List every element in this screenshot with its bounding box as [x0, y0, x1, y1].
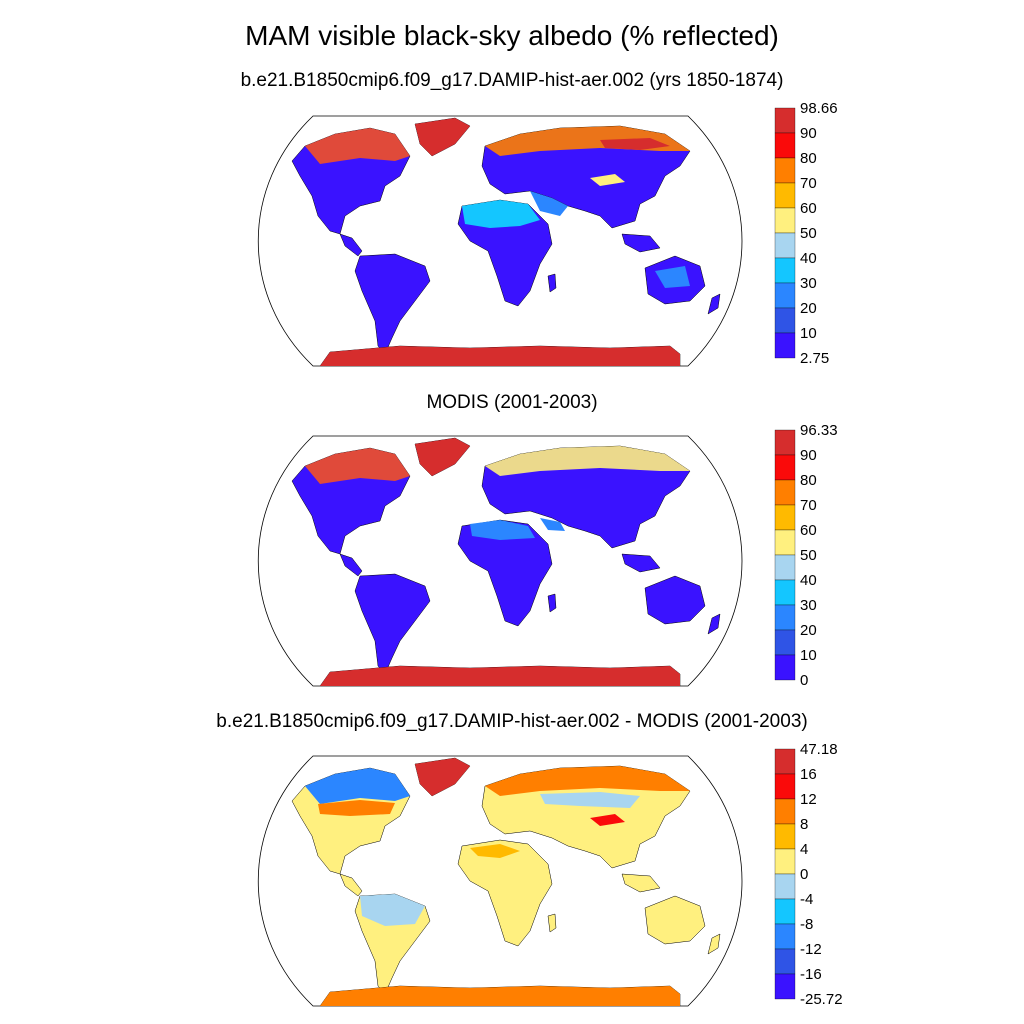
colorbar-tick-label: 30 [800, 275, 817, 292]
colorbar-tick-label: 2.75 [800, 350, 829, 367]
colorbar-segment [774, 579, 796, 606]
colorbar-tick-label: 70 [800, 497, 817, 514]
colorbar-segment [774, 748, 796, 775]
colorbar-tick-label: 10 [800, 325, 817, 342]
colorbar-tick-label: 10 [800, 647, 817, 664]
colorbar-tick-label: 30 [800, 597, 817, 614]
colorbar-tick-label: -25.72 [800, 991, 843, 1008]
panel-3-colorbar: 47.18 16 12 8 4 0 -4 -8 -12 -16 -25.72 [774, 741, 843, 1008]
colorbar-tick-label: 80 [800, 150, 817, 167]
colorbar-segment [774, 654, 796, 681]
colorbar-tick-label: -12 [800, 941, 822, 958]
colorbar-segment [774, 629, 796, 656]
panel-2-map [257, 435, 743, 687]
colorbar-tick-label: 90 [800, 447, 817, 464]
colorbar-segment [774, 182, 796, 209]
colorbar-segment [774, 207, 796, 234]
main-title: MAM visible black-sky albedo (% reflecte… [245, 20, 779, 51]
panel-3-title: b.e21.B1850cmip6.f09_g17.DAMIP-hist-aer.… [216, 711, 808, 732]
colorbar-segment [774, 504, 796, 531]
colorbar-tick-label: 50 [800, 225, 817, 242]
colorbar-tick-label: 90 [800, 125, 817, 142]
colorbar-segment [774, 873, 796, 900]
panel-1-title: b.e21.B1850cmip6.f09_g17.DAMIP-hist-aer.… [240, 70, 784, 91]
colorbar-segment [774, 332, 796, 359]
colorbar-segment [774, 157, 796, 184]
colorbar-tick-label: 40 [800, 572, 817, 589]
colorbar-segment [774, 554, 796, 581]
panel-1-map [257, 115, 743, 367]
colorbar-segment [774, 529, 796, 556]
colorbar-tick-label: 98.66 [800, 100, 838, 117]
colorbar-tick-label: 96.33 [800, 422, 838, 439]
colorbar-tick-label: -4 [800, 891, 813, 908]
panel-1-colorbar: 98.66 90 80 70 60 50 40 30 20 10 2.75 [774, 100, 838, 367]
colorbar-segment [774, 132, 796, 159]
colorbar-tick-label: 47.18 [800, 741, 838, 758]
colorbar-segment [774, 282, 796, 309]
panel-2-title: MODIS (2001-2003) [426, 392, 598, 413]
colorbar-tick-label: 16 [800, 766, 817, 783]
panel-3-map [257, 755, 743, 1007]
colorbar-tick-label: 4 [800, 841, 808, 858]
colorbar-tick-label: -16 [800, 966, 822, 983]
colorbar-segment [774, 604, 796, 631]
colorbar-segment [774, 823, 796, 850]
colorbar-tick-label: 12 [800, 791, 817, 808]
colorbar-segment [774, 898, 796, 925]
colorbar-tick-label: 50 [800, 547, 817, 564]
colorbar-segment [774, 107, 796, 134]
colorbar-segment [774, 429, 796, 456]
colorbar-tick-label: 20 [800, 300, 817, 317]
colorbar-tick-label: 20 [800, 622, 817, 639]
colorbar-segment [774, 923, 796, 950]
colorbar-tick-label: 8 [800, 816, 808, 833]
colorbar-tick-label: 0 [800, 866, 808, 883]
colorbar-segment [774, 479, 796, 506]
colorbar-segment [774, 848, 796, 875]
colorbar-segment [774, 798, 796, 825]
colorbar-tick-label: 70 [800, 175, 817, 192]
colorbar-tick-label: 60 [800, 200, 817, 217]
colorbar-segment [774, 232, 796, 259]
colorbar-segment [774, 773, 796, 800]
colorbar-segment [774, 454, 796, 481]
panel-2-colorbar: 96.33 90 80 70 60 50 40 30 20 10 0 [774, 422, 838, 689]
colorbar-segment [774, 973, 796, 1000]
colorbar-tick-label: 80 [800, 472, 817, 489]
colorbar-tick-label: 40 [800, 250, 817, 267]
colorbar-segment [774, 307, 796, 334]
colorbar-tick-label: 0 [800, 672, 808, 689]
colorbar-tick-label: 60 [800, 522, 817, 539]
colorbar-segment [774, 257, 796, 284]
colorbar-segment [774, 948, 796, 975]
colorbar-tick-label: -8 [800, 916, 813, 933]
